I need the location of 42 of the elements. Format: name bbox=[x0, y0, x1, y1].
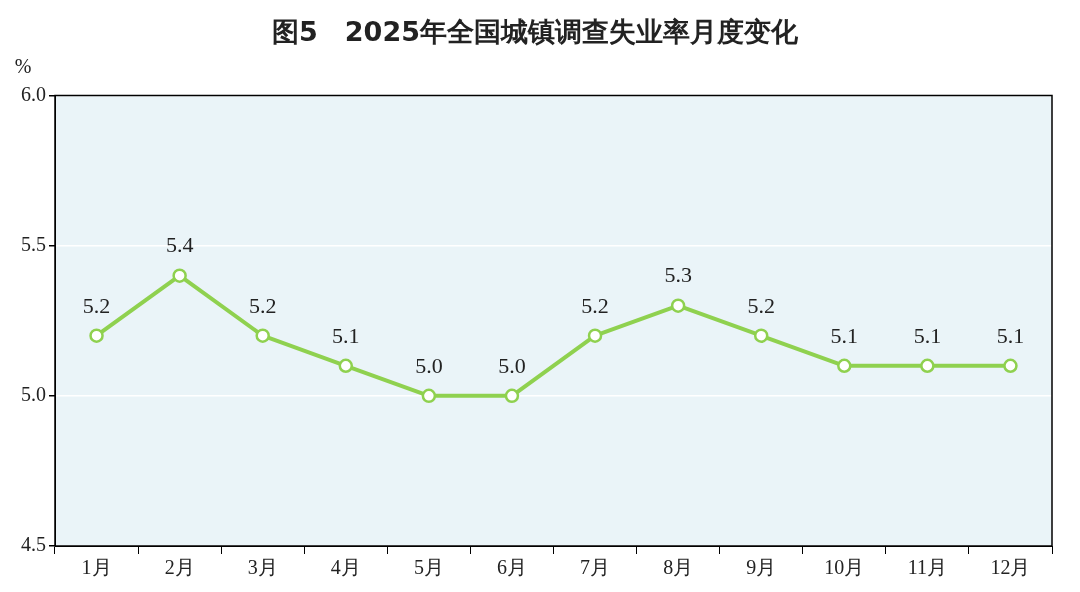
x-tick-label: 10月 bbox=[824, 556, 865, 579]
y-tick-label: 5.5 bbox=[21, 232, 46, 255]
point bbox=[338, 358, 354, 374]
x-tick-label: 3月 bbox=[247, 556, 278, 579]
data-label: 5.0 bbox=[498, 352, 526, 378]
point bbox=[1003, 358, 1018, 374]
point bbox=[89, 328, 104, 343]
data-label: 5.1 bbox=[830, 322, 859, 348]
point bbox=[920, 358, 935, 374]
data-label: 5.1 bbox=[332, 322, 360, 348]
data-label: 5.0 bbox=[415, 352, 443, 378]
x-tick-label: 6月 bbox=[496, 556, 527, 579]
data-label: 5.4 bbox=[165, 232, 194, 258]
y-axis-title: % bbox=[14, 54, 32, 77]
x-tick-label: 4月 bbox=[330, 556, 361, 579]
y-tick-label: 4.5 bbox=[21, 533, 46, 556]
y-tick-label: 5.0 bbox=[21, 383, 46, 406]
x-tick-label: 11月 bbox=[907, 556, 948, 579]
data-label: 5.2 bbox=[581, 292, 609, 318]
point bbox=[172, 268, 187, 283]
x-tick-label: 9月 bbox=[746, 556, 777, 579]
point bbox=[504, 388, 520, 404]
x-tick-label: 8月 bbox=[663, 556, 694, 579]
data-label: 5.2 bbox=[747, 292, 775, 318]
point bbox=[421, 388, 437, 404]
x-tick-label: 7月 bbox=[580, 556, 611, 579]
point bbox=[670, 298, 686, 313]
point bbox=[753, 328, 769, 343]
chart-title: 图5 2025年全国城镇调查失业率月度变化 bbox=[272, 16, 799, 48]
data-label: 5.2 bbox=[248, 292, 277, 318]
point bbox=[255, 328, 270, 343]
point bbox=[837, 358, 852, 374]
point bbox=[587, 328, 603, 343]
x-tick-label: 1月 bbox=[81, 556, 112, 579]
data-label: 5.2 bbox=[82, 292, 111, 318]
x-tick-label: 5月 bbox=[413, 556, 444, 579]
data-label: 5.1 bbox=[996, 322, 1025, 348]
x-tick-label: 2月 bbox=[164, 556, 195, 579]
data-label: 5.3 bbox=[664, 262, 692, 288]
data-label: 5.1 bbox=[913, 322, 942, 348]
y-tick-label: 6.0 bbox=[21, 82, 46, 105]
x-tick-label: 12月 bbox=[990, 556, 1031, 579]
